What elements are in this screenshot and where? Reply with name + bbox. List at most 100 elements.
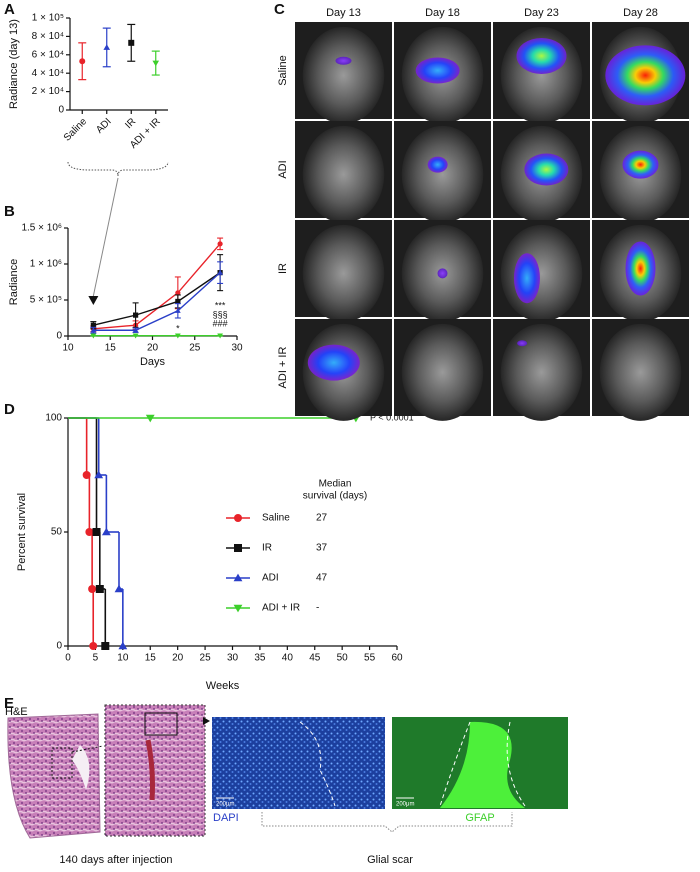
annotation: * bbox=[176, 323, 180, 333]
he-zoom bbox=[104, 704, 206, 837]
marker bbox=[114, 584, 124, 593]
marker bbox=[90, 333, 97, 339]
x-tick-label: 5 bbox=[93, 653, 99, 664]
x-tick-label: 35 bbox=[254, 653, 266, 664]
signal bbox=[625, 241, 656, 296]
legend-label: IR bbox=[262, 543, 272, 554]
column-label: Day 18 bbox=[425, 7, 460, 19]
marker bbox=[234, 514, 242, 522]
column-label: Day 28 bbox=[623, 7, 658, 19]
marker bbox=[101, 642, 110, 650]
marker bbox=[88, 585, 97, 593]
y-tick-label: 1 × 10⁶ bbox=[30, 259, 62, 270]
y-tick-label: 100 bbox=[45, 413, 62, 424]
he-label: H&E bbox=[5, 706, 28, 718]
marker bbox=[174, 333, 181, 339]
mouse-head bbox=[401, 323, 484, 421]
arrowhead bbox=[203, 717, 210, 725]
y-tick-label: 1.5 × 10⁶ bbox=[21, 223, 62, 234]
marker bbox=[217, 333, 223, 339]
median-value: 27 bbox=[316, 513, 328, 524]
x-tick-label: 40 bbox=[282, 653, 294, 664]
scar-bracket bbox=[261, 812, 513, 833]
x-tick-label: 15 bbox=[145, 653, 157, 664]
x-tick-label: Saline bbox=[62, 116, 90, 144]
annotation: *** bbox=[215, 300, 226, 310]
panel-label: E bbox=[4, 695, 14, 712]
y-tick-label: 0 bbox=[56, 641, 62, 652]
mouse-head bbox=[599, 323, 682, 421]
mouse-head bbox=[302, 125, 385, 223]
marker bbox=[152, 60, 160, 67]
panel-label: C bbox=[274, 1, 285, 18]
y-tick-label: 8 × 10⁴ bbox=[32, 31, 64, 42]
annotation: ### bbox=[213, 318, 228, 328]
marker bbox=[94, 470, 104, 479]
marker bbox=[132, 327, 139, 333]
marker bbox=[95, 585, 104, 593]
legend-label: Saline bbox=[262, 513, 290, 524]
legend-label: ADI + IR bbox=[262, 603, 300, 614]
y-axis-title: Radiance (day 13) bbox=[8, 19, 20, 109]
row-label: Saline bbox=[277, 55, 289, 86]
x-axis-title: Days bbox=[140, 356, 166, 368]
series-line bbox=[93, 272, 221, 331]
marker bbox=[145, 414, 155, 423]
median-value: 37 bbox=[316, 543, 328, 554]
signal bbox=[415, 57, 460, 84]
y-tick-label: 4 × 10⁴ bbox=[32, 68, 64, 79]
column-label: Day 23 bbox=[524, 7, 559, 19]
marker bbox=[174, 307, 181, 313]
dapi-label: DAPI bbox=[213, 812, 239, 824]
tract bbox=[145, 739, 155, 801]
x-axis-title: Weeks bbox=[206, 680, 240, 692]
legend-title: survival (days) bbox=[303, 491, 367, 502]
x-tick-label: 10 bbox=[117, 653, 129, 664]
marker bbox=[175, 290, 181, 296]
he-inner-box bbox=[144, 712, 178, 736]
mouse-head bbox=[401, 125, 484, 223]
y-tick-label: 50 bbox=[51, 527, 63, 538]
gfap-label: GFAP bbox=[465, 812, 494, 824]
x-tick-label: 30 bbox=[231, 343, 243, 354]
scar-outline bbox=[299, 721, 336, 807]
ventricle bbox=[72, 745, 90, 790]
marker bbox=[118, 641, 128, 650]
gfap-bright bbox=[440, 721, 525, 808]
p-value: P < 0.0001 bbox=[370, 412, 414, 422]
marker bbox=[132, 333, 139, 339]
x-tick-label: 55 bbox=[364, 653, 376, 664]
marker bbox=[101, 527, 111, 536]
x-tick-label: 25 bbox=[200, 653, 212, 664]
x-tick-label: 20 bbox=[147, 343, 159, 354]
x-tick-label: 10 bbox=[62, 343, 74, 354]
marker bbox=[90, 322, 96, 328]
x-tick-label: 50 bbox=[337, 653, 349, 664]
x-tick-label: IR bbox=[123, 116, 138, 131]
marker bbox=[233, 604, 243, 613]
panel-label: A bbox=[4, 1, 15, 18]
median-value: 47 bbox=[316, 573, 328, 584]
y-axis-title: Percent survival bbox=[16, 493, 28, 571]
marker bbox=[82, 471, 91, 479]
row-label: ADI + IR bbox=[277, 347, 289, 389]
x-tick-label: 25 bbox=[189, 343, 201, 354]
signal bbox=[517, 340, 528, 347]
he-section bbox=[7, 713, 101, 839]
series-line bbox=[93, 272, 221, 326]
scale-bar-label: 200μm bbox=[396, 802, 414, 808]
mouse-head bbox=[302, 26, 385, 124]
he-zoom-box bbox=[51, 747, 73, 779]
signal bbox=[622, 150, 659, 179]
signal bbox=[605, 45, 686, 106]
legend-label: ADI bbox=[262, 573, 279, 584]
mouse-head bbox=[500, 224, 583, 322]
mouse-head bbox=[302, 224, 385, 322]
x-tick-label: 15 bbox=[105, 343, 117, 354]
signal bbox=[307, 344, 360, 381]
panel-label: B bbox=[4, 203, 15, 220]
signal bbox=[427, 156, 448, 173]
x-tick-label: 60 bbox=[391, 653, 403, 664]
scale-bar-label: 200μm bbox=[216, 802, 234, 808]
